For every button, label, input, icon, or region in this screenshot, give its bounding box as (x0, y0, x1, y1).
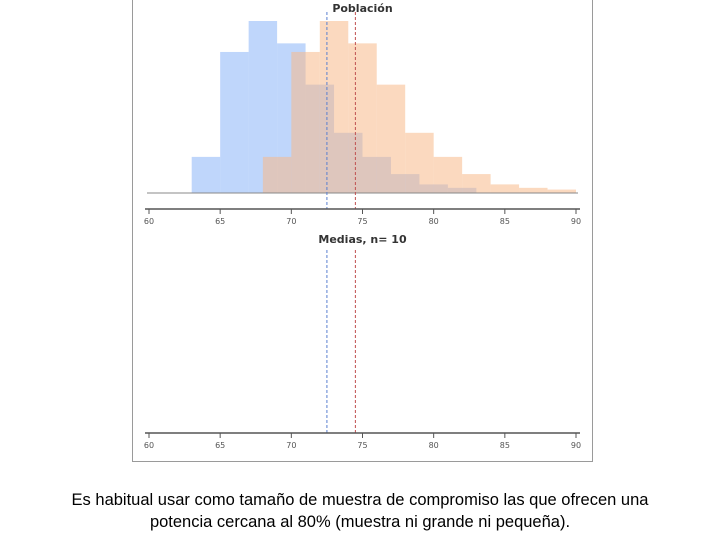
x-tick-label: 75 (357, 441, 367, 450)
histogram-bar (462, 174, 491, 193)
x-tick-label: 85 (500, 441, 510, 450)
x-tick-label: 80 (429, 441, 439, 450)
histogram-bar (191, 156, 221, 193)
histogram-bar (291, 51, 320, 194)
x-tick-label: 65 (215, 217, 225, 226)
x-tick-label: 90 (571, 217, 581, 226)
caption-line-1: Es habitual usar como tamaño de muestra … (71, 491, 649, 509)
x-tick-label: 65 (215, 441, 225, 450)
x-tick-label: 75 (357, 217, 367, 226)
caption: Es habitual usar como tamaño de muestra … (0, 489, 720, 533)
chart-svg: Población 60 65 70 75 80 85 90 Medias, n= 10 60 6… (144, 2, 581, 450)
x-tick-label: 70 (286, 217, 296, 226)
histogram-bar (376, 84, 406, 193)
x-tick-label: 80 (429, 217, 439, 226)
panel-title: Población (332, 2, 392, 15)
histogram-bar (262, 156, 292, 193)
x-tick-label: 90 (571, 441, 581, 450)
histogram-bar (405, 132, 434, 193)
panel-title: Medias, n= 10 (318, 233, 407, 246)
x-tick-label: 85 (500, 217, 510, 226)
x-tick-label: 60 (144, 217, 154, 226)
chart-frame: Población 60 65 70 75 80 85 90 Medias, n= 10 60 6… (132, 0, 593, 462)
histogram-bar (547, 189, 576, 193)
x-tick-label: 70 (286, 441, 296, 450)
histogram-bar (348, 43, 377, 193)
histogram-bar (519, 187, 548, 193)
histogram-bar (490, 184, 520, 193)
x-tick-label: 60 (144, 441, 154, 450)
histogram-bar (433, 156, 463, 193)
histogram-bar (319, 21, 349, 193)
panel-top: Población 60 65 70 75 80 85 90 (144, 2, 581, 226)
caption-line-2: potencia cercana al 80% (muestra ni gran… (149, 513, 571, 531)
panel-bottom: Medias, n= 10 60 65 70 75 80 85 90 (144, 233, 581, 450)
histogram-bar (220, 51, 249, 194)
